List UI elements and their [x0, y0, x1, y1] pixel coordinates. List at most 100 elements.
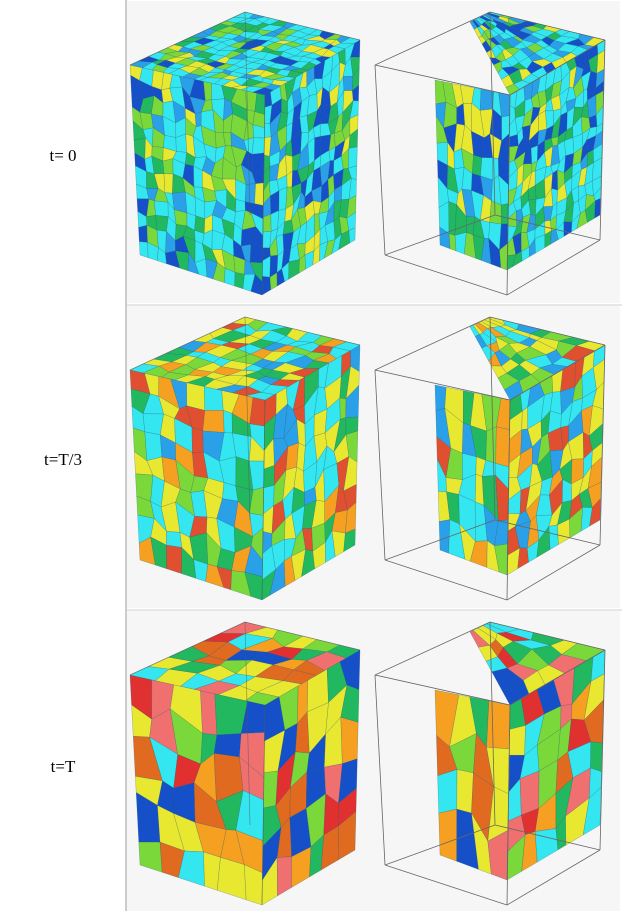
cube-edge: [244, 621, 251, 826]
grain: [155, 215, 169, 232]
cube-edge: [494, 214, 601, 241]
cube-edge: [509, 344, 606, 401]
cube-edge: [599, 39, 606, 241]
grain: [485, 426, 497, 464]
cube-edge: [244, 11, 251, 216]
grain: [564, 137, 575, 157]
cube-edge: [384, 214, 496, 256]
grain: [594, 198, 601, 219]
cube-edge: [489, 11, 496, 216]
cube-edge: [494, 824, 601, 851]
cube-edge: [374, 674, 386, 866]
grain: [249, 244, 263, 263]
cube-edge: [509, 39, 606, 96]
row-label: t=T/3: [44, 450, 82, 469]
cube-edge: [506, 94, 511, 296]
grain: [244, 183, 256, 204]
cube-edge: [506, 239, 601, 296]
cube-edge: [506, 399, 511, 601]
row-label: t=T: [50, 757, 76, 776]
cube-edge: [374, 674, 511, 706]
cube-edge: [374, 316, 491, 371]
cube-edge: [374, 11, 491, 66]
grain: [163, 173, 174, 194]
cube-edge: [489, 621, 606, 651]
cube-edge: [244, 11, 361, 41]
cube-edge: [244, 621, 361, 651]
row-label: t= 0: [49, 146, 77, 165]
grain: [582, 786, 602, 836]
grain: [472, 154, 483, 177]
cube-edge: [384, 824, 496, 866]
grain: [213, 733, 242, 758]
grain: [337, 810, 357, 861]
grain: [251, 152, 265, 174]
grain: [456, 769, 474, 814]
grain: [162, 158, 174, 175]
cube-edge: [244, 316, 361, 346]
cube-edge: [374, 621, 491, 676]
grain: [495, 426, 510, 468]
cube-edge: [244, 316, 251, 521]
grain: [519, 770, 540, 816]
grain: [434, 384, 447, 412]
cube-edge: [374, 369, 386, 561]
grain: [254, 182, 264, 206]
cube-edge: [599, 344, 606, 546]
grain: [200, 690, 218, 736]
cube-edge: [489, 621, 496, 826]
cube-edge: [261, 94, 266, 296]
cube-edge: [494, 519, 601, 546]
grain: [343, 528, 356, 553]
cube-edge: [489, 11, 606, 41]
grain: [263, 465, 275, 489]
grain: [348, 146, 358, 169]
grain: [339, 397, 347, 420]
grain: [590, 741, 603, 772]
grain: [195, 111, 202, 128]
cube-edge: [384, 864, 508, 906]
cube-edge: [129, 621, 246, 676]
grain: [144, 431, 163, 461]
cube-edge: [599, 649, 606, 851]
cube-edge: [129, 316, 246, 371]
grain: [438, 808, 457, 862]
grain: [154, 200, 169, 217]
cube-edge: [374, 369, 511, 401]
cube-edge: [261, 399, 266, 601]
grain: [438, 519, 451, 554]
grain: [191, 426, 204, 453]
cube-edge: [261, 704, 266, 906]
cube-edge: [506, 704, 511, 906]
cube-edge: [384, 254, 508, 296]
grain: [500, 203, 509, 225]
grain: [508, 725, 526, 756]
grain: [342, 75, 354, 91]
cube-edge: [384, 519, 496, 561]
grain: [437, 769, 458, 814]
grain: [186, 382, 206, 411]
cube-edge: [506, 849, 601, 906]
cube-edge: [384, 559, 508, 601]
grain: [530, 145, 538, 165]
grain: [589, 497, 601, 527]
cube-edge: [129, 11, 246, 66]
grain: [138, 225, 148, 243]
grain: [223, 410, 233, 434]
grain: [202, 410, 225, 433]
grain: [348, 227, 356, 244]
grain: [262, 214, 272, 233]
grain: [340, 716, 359, 764]
cube-edge: [374, 64, 386, 256]
grain: [139, 241, 149, 258]
grain: [166, 531, 182, 548]
cube-edge: [374, 64, 511, 96]
grain: [166, 544, 182, 574]
cube-edge: [509, 649, 606, 706]
grain: [263, 770, 279, 809]
grain: [251, 137, 265, 155]
cube-edge: [489, 316, 496, 521]
grain: [489, 200, 502, 225]
